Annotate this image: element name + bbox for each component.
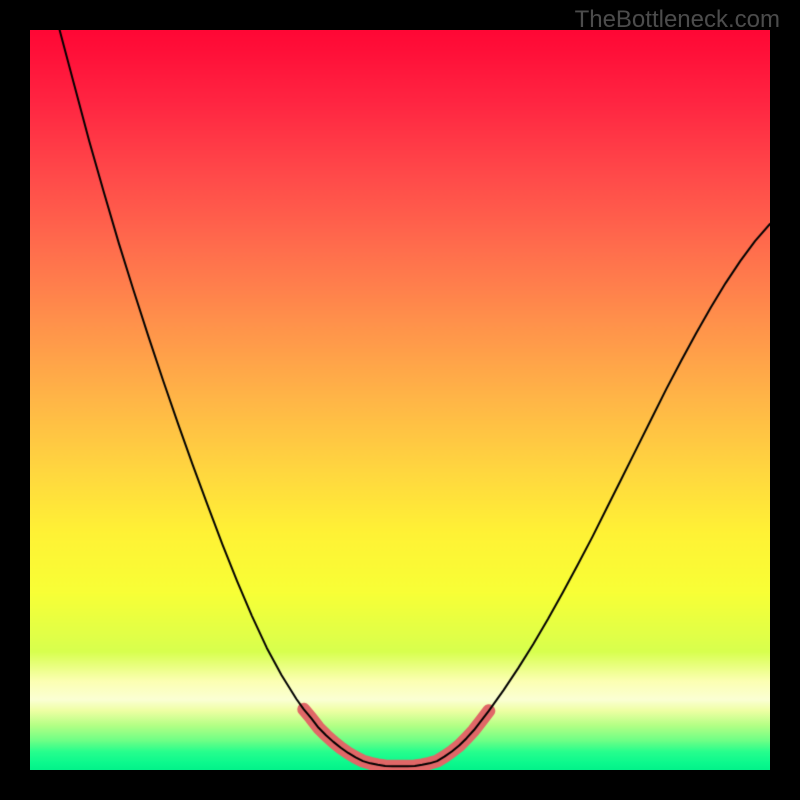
bottleneck-curve xyxy=(30,30,770,770)
chart-stage: TheBottleneck.com xyxy=(0,0,800,800)
watermark-text: TheBottleneck.com xyxy=(575,6,780,34)
plot-area xyxy=(30,30,770,770)
